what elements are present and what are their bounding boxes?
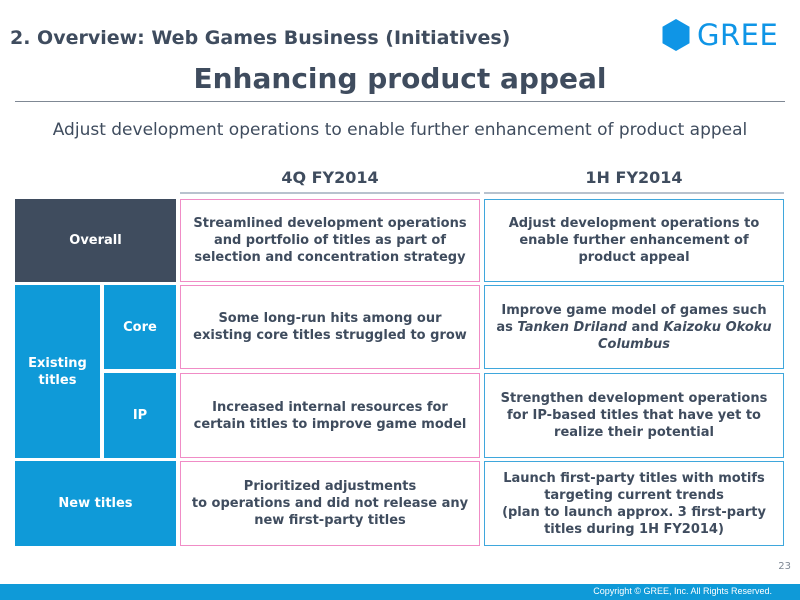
cell-ip-next-text: Strengthen development operations for IP… xyxy=(500,391,768,440)
cell-new-titles-next-line-2: (plan to launch approx. 3 first-party ti… xyxy=(502,504,766,537)
game-title-kaizoku-okoku-columbus: Kaizoku Okoku Columbus xyxy=(597,319,772,352)
core-next-prefix: Improve game model of games such as xyxy=(496,302,767,335)
row-label-overall: Overall xyxy=(15,199,176,282)
row-label-ip: IP xyxy=(104,373,176,458)
column-header-next: 1H FY2014 xyxy=(585,168,683,187)
cell-overall-next: Adjust development operations to enable … xyxy=(484,199,784,282)
cell-core-previous: Some long-run hits among our existing co… xyxy=(180,285,480,369)
row-label-new-titles-text: New titles xyxy=(58,496,133,511)
copyright-text: Copyright © GREE, Inc. All Rights Reserv… xyxy=(593,586,772,596)
cell-overall-next-text: Adjust development operations to enable … xyxy=(508,216,760,265)
section-title: 2. Overview: Web Games Business (Initiat… xyxy=(10,27,511,49)
cell-overall-previous: Streamlined development operations and p… xyxy=(180,199,480,282)
cell-ip-next: Strengthen development operations for IP… xyxy=(484,373,784,458)
cell-new-titles-previous: Prioritized adjustments to operations an… xyxy=(180,461,480,546)
cell-core-next-text: Improve game model of games such as Tank… xyxy=(491,302,777,353)
logo-text: GREE xyxy=(697,18,779,52)
game-title-tanken-driland: Tanken Driland xyxy=(517,319,627,335)
cell-new-titles-next: Launch first-party titles with motifs ta… xyxy=(484,461,784,546)
row-label-core: Core xyxy=(104,285,176,369)
column-header-previous: 4Q FY2014 xyxy=(281,168,379,187)
hexagon-logo-icon xyxy=(662,19,690,51)
cell-overall-previous-text: Streamlined development operations and p… xyxy=(193,216,467,265)
cell-new-titles-previous-line-1: Prioritized adjustments xyxy=(243,479,417,494)
column-divider-next xyxy=(484,192,784,194)
row-label-existing-titles-text: Existing titles xyxy=(28,355,87,388)
cell-core-next: Improve game model of games such as Tank… xyxy=(484,285,784,369)
row-label-ip-text: IP xyxy=(132,408,148,423)
cell-new-titles-next-line-1: Launch first-party titles with motifs ta… xyxy=(503,470,765,503)
page-subtitle: Adjust development operations to enable … xyxy=(52,120,748,140)
row-label-existing-titles: Existing titles xyxy=(15,285,100,458)
cell-new-titles-previous-line-2: to operations and did not release any ne… xyxy=(191,496,469,528)
row-label-core-text: Core xyxy=(123,319,157,335)
page-number: 23 xyxy=(778,561,791,572)
core-next-middle: and xyxy=(626,319,664,335)
row-label-overall-text: Overall xyxy=(69,233,122,248)
cell-ip-previous: Increased internal resources for certain… xyxy=(180,373,480,458)
page-title: Enhancing product appeal xyxy=(193,62,607,95)
title-divider xyxy=(15,101,785,102)
column-divider-previous xyxy=(180,192,480,194)
footer-bar xyxy=(0,584,800,600)
gree-logo: GREE xyxy=(661,18,778,52)
row-label-new-titles: New titles xyxy=(15,461,176,546)
cell-core-previous-text: Some long-run hits among our existing co… xyxy=(193,311,467,343)
cell-ip-previous-text: Increased internal resources for certain… xyxy=(193,399,467,432)
